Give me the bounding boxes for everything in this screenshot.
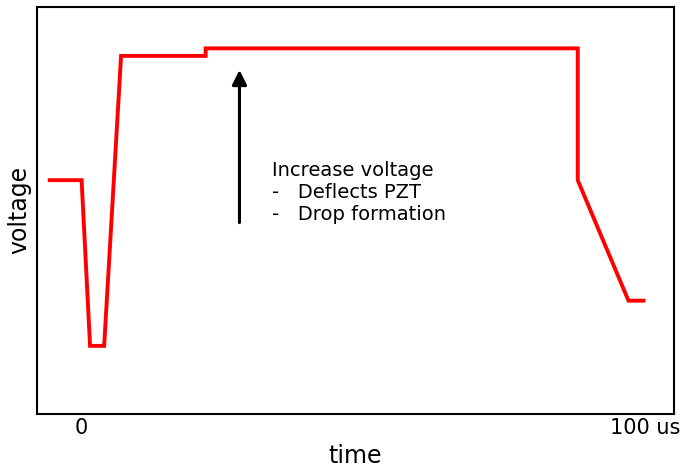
Text: Increase voltage
-   Deflects PZT
-   Drop formation: Increase voltage - Deflects PZT - Drop f…: [272, 162, 446, 225]
Y-axis label: voltage: voltage: [7, 166, 31, 254]
X-axis label: time: time: [328, 444, 382, 468]
